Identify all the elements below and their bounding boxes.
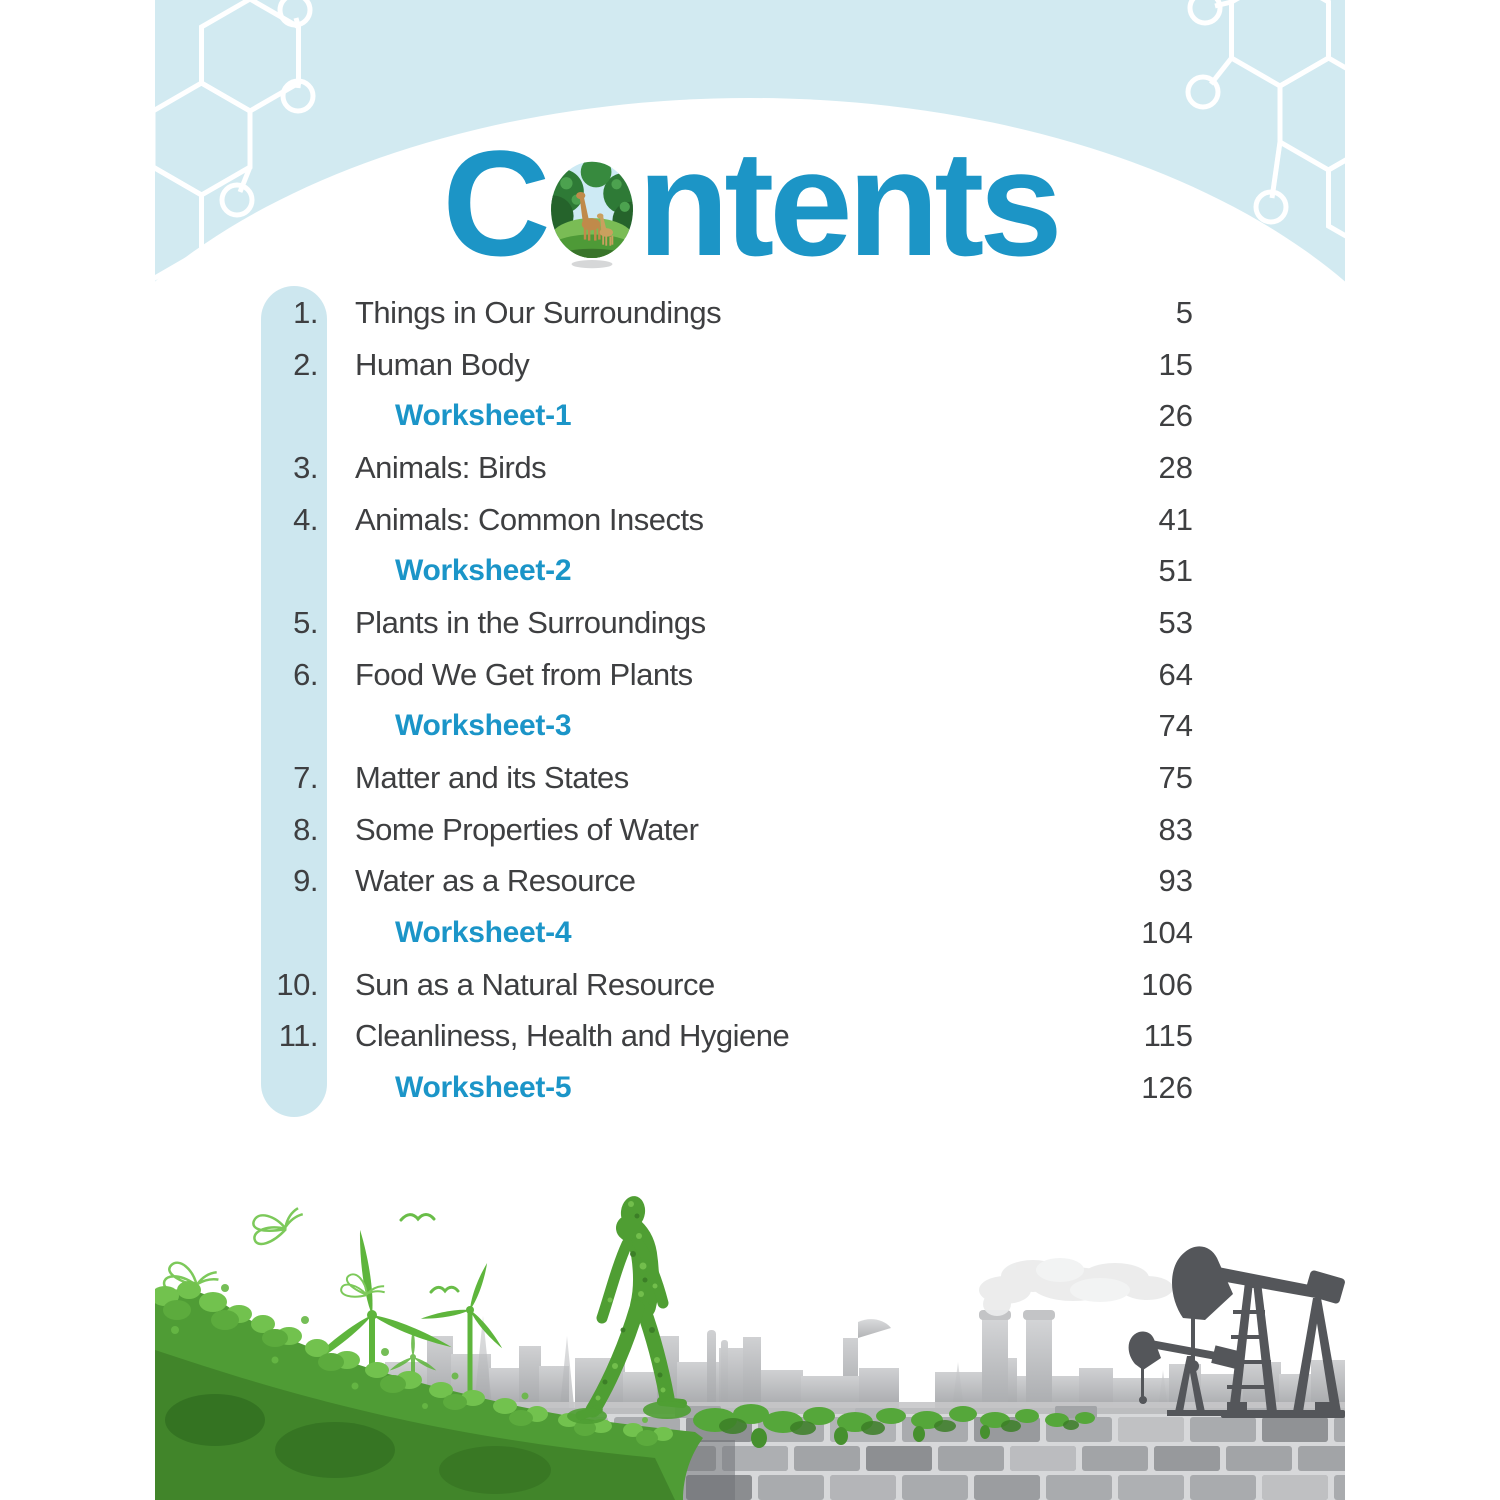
page-number: 15 — [1158, 346, 1193, 382]
eco-city-footer-illustration — [155, 1196, 1345, 1500]
chapter-title: Some Properties of Water — [355, 811, 699, 847]
chapter-number: 9. — [293, 863, 318, 899]
toc-row: 4. Animals: Common Insects 41 — [155, 494, 1345, 546]
chapter-number: 11. — [278, 1018, 319, 1054]
header-band: C — [155, 0, 1345, 290]
page-number: 64 — [1158, 656, 1193, 692]
page-number: 5 — [1175, 294, 1193, 330]
page-number: 104 — [1141, 915, 1193, 951]
page-number: 28 — [1158, 449, 1193, 485]
toc-row: 3. Animals: Birds 28 — [155, 442, 1345, 494]
chapter-number: 1. — [293, 294, 318, 330]
toc-row: 8. Some Properties of Water 83 — [155, 804, 1345, 856]
oil-pumpjack-icon — [1128, 1246, 1345, 1418]
ivy-on-wall — [693, 1404, 1095, 1448]
worksheet-title: Worksheet-1 — [395, 399, 572, 433]
toc-row: 6. Food We Get from Plants 64 — [155, 649, 1345, 701]
chapter-title: Cleanliness, Health and Hygiene — [355, 1018, 790, 1054]
toc-row: 2. Human Body 15 — [155, 339, 1345, 391]
globe-icon — [550, 161, 633, 269]
toc-row: 7. Matter and its States 75 — [155, 752, 1345, 804]
page: C — [155, 0, 1345, 1500]
molecule-right-icon — [1185, 0, 1345, 239]
chapter-number: 2. — [293, 346, 318, 382]
table-of-contents: 1. Things in Our Surroundings 5 2. Human Bo… — [155, 287, 1345, 1114]
chapter-number: 4. — [293, 501, 318, 537]
title-letter-c: C — [442, 119, 550, 287]
chapter-number: 5. — [293, 604, 318, 640]
page-number: 126 — [1141, 1070, 1193, 1106]
chapter-title: Human Body — [355, 346, 530, 382]
worksheet-title: Worksheet-2 — [395, 554, 572, 588]
page-number: 83 — [1158, 811, 1193, 847]
chapter-title: Animals: Birds — [355, 449, 547, 485]
chapter-number: 6. — [293, 656, 318, 692]
page-number: 106 — [1141, 966, 1193, 1002]
chapter-number-rail — [261, 286, 327, 1117]
page-number: 26 — [1158, 398, 1193, 434]
smoke-clouds — [979, 1258, 1173, 1316]
worksheet-title: Worksheet-5 — [395, 1071, 572, 1105]
page-number: 93 — [1158, 863, 1193, 899]
chapter-title: Animals: Common Insects — [355, 501, 704, 537]
smokestacks — [979, 1310, 1055, 1414]
page-title: C — [155, 128, 1345, 278]
worksheet-title: Worksheet-4 — [395, 916, 572, 950]
toc-row: 10. Sun as a Natural Resource 106 — [155, 959, 1345, 1011]
toc-row-worksheet: Worksheet-1 26 — [155, 390, 1345, 442]
title-rest: ntents — [637, 119, 1063, 287]
chapter-title: Sun as a Natural Resource — [355, 966, 715, 1002]
toc-row: 11. Cleanliness, Health and Hygiene 115 — [155, 1011, 1345, 1063]
toc-row: 9. Water as a Resource 93 — [155, 856, 1345, 908]
molecule-left-icon — [155, 0, 316, 281]
toc-row-worksheet: Worksheet-5 126 — [155, 1062, 1345, 1114]
chapter-title: Water as a Resource — [355, 863, 636, 899]
page-number: 115 — [1143, 1018, 1193, 1054]
toc-row: 1. Things in Our Surroundings 5 — [155, 287, 1345, 339]
chapter-number: 3. — [293, 449, 318, 485]
page-number: 75 — [1158, 760, 1193, 796]
chapter-number: 10. — [276, 966, 318, 1002]
page-number: 74 — [1158, 708, 1193, 744]
page-number: 53 — [1158, 604, 1193, 640]
bird-icon — [399, 1213, 460, 1294]
toc-row-worksheet: Worksheet-2 51 — [155, 545, 1345, 597]
chapter-title: Food We Get from Plants — [355, 656, 693, 692]
chapter-number: 8. — [293, 811, 318, 847]
chapter-title: Plants in the Surroundings — [355, 604, 706, 640]
toc-row: 5. Plants in the Surroundings 53 — [155, 597, 1345, 649]
chapter-title: Things in Our Surroundings — [355, 294, 722, 330]
chapter-number: 7. — [293, 760, 318, 796]
toc-row-worksheet: Worksheet-4 104 — [155, 907, 1345, 959]
worksheet-title: Worksheet-3 — [395, 709, 572, 743]
toc-row-worksheet: Worksheet-3 74 — [155, 701, 1345, 753]
page-number: 41 — [1158, 501, 1193, 537]
hedge-foliage — [155, 1281, 735, 1500]
page-number: 51 — [1158, 553, 1193, 589]
chapter-title: Matter and its States — [355, 760, 629, 796]
walking-man-icon — [567, 1196, 691, 1424]
